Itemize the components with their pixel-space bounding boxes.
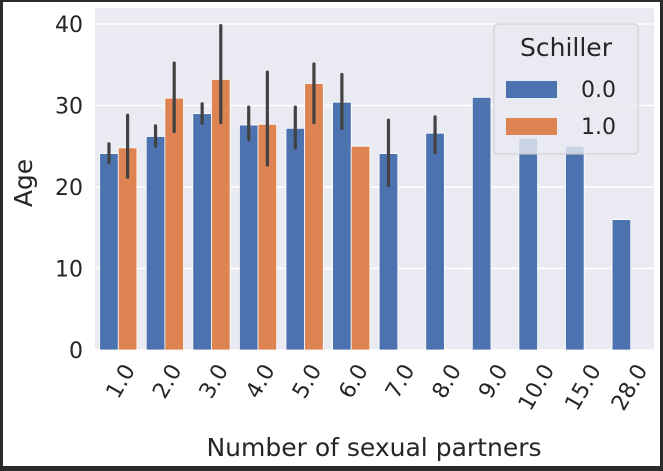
y-tick-label-4: 40 <box>55 13 83 38</box>
bar-1.0-2.0 <box>164 97 184 351</box>
bar-0.0-8.0 <box>425 132 445 351</box>
bar-0.0-6.0 <box>332 101 352 351</box>
y-axis-label: Age <box>9 159 38 207</box>
y-tick-labels: 0 10 20 30 40 <box>55 13 83 364</box>
x-tick-label-7: 8.0 <box>428 360 467 403</box>
bar-1.0-6.0 <box>350 145 371 351</box>
legend: Schiller 0.0 1.0 <box>493 23 639 155</box>
bar-0.0-2.0 <box>145 136 166 351</box>
x-tick-label-1: 2.0 <box>148 360 187 403</box>
chart-canvas: 0 10 20 30 40 1.0 2.0 3.0 4.0 5.0 6.0 7.0 8.0 9.0 10.… <box>3 2 660 466</box>
bar-0.0-3.0 <box>192 113 212 351</box>
x-tick-label-0: 1.0 <box>102 360 141 403</box>
bar-0.0-1.0 <box>99 153 119 351</box>
x-tick-label-3: 4.0 <box>241 360 280 403</box>
x-tick-label-9: 10.0 <box>514 360 560 415</box>
y-tick-label-1: 10 <box>55 258 83 283</box>
y-tick-label-0: 0 <box>69 339 83 364</box>
x-tick-label-8: 9.0 <box>474 360 513 403</box>
x-tick-label-2: 3.0 <box>195 360 234 403</box>
bar-0.0-10.0 <box>518 137 538 351</box>
bar-0.0-4.0 <box>239 124 259 351</box>
x-tick-label-5: 6.0 <box>335 360 374 403</box>
legend-label-0: 0.0 <box>581 78 616 103</box>
bar-0.0-9.0 <box>471 96 492 351</box>
error-bars <box>107 24 437 187</box>
x-axis-label: Number of sexual partners <box>206 433 541 462</box>
x-tick-labels: 1.0 2.0 3.0 4.0 5.0 6.0 7.0 8.0 9.0 10.0 15.0 28.0 <box>102 360 654 415</box>
bar-0.0-5.0 <box>285 127 306 351</box>
bars <box>99 79 632 351</box>
x-tick-label-10: 15.0 <box>561 360 607 415</box>
gridlines <box>95 23 654 351</box>
x-tick-label-11: 28.0 <box>607 360 653 415</box>
x-tick-label-6: 7.0 <box>381 360 420 403</box>
legend-label-1: 1.0 <box>581 115 616 140</box>
bar-0.0-15.0 <box>565 145 585 351</box>
y-tick-label-2: 20 <box>55 176 83 201</box>
x-tick-label-4: 5.0 <box>288 360 327 403</box>
legend-swatch-0 <box>506 81 557 98</box>
legend-swatch-1 <box>506 118 557 135</box>
bar-0.0-28.0 <box>611 219 632 351</box>
legend-title: Schiller <box>520 33 613 62</box>
y-tick-label-3: 30 <box>55 95 83 120</box>
